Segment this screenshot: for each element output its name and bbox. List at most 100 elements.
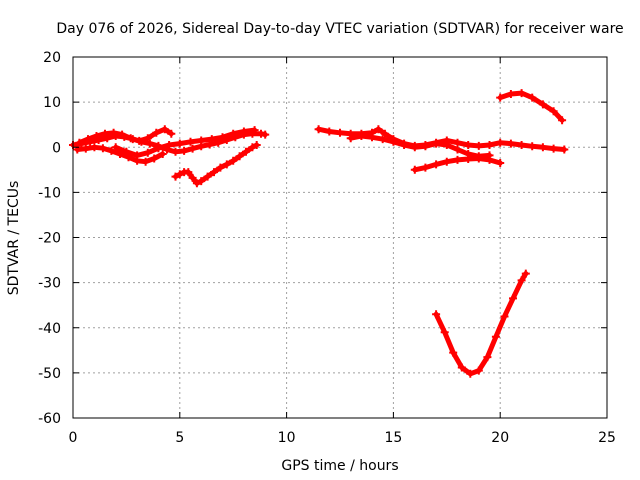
data-point [239, 127, 248, 136]
x-tick-label: 25 [598, 430, 616, 446]
data-point [126, 134, 135, 143]
data-series-group [69, 89, 569, 378]
data-point [496, 159, 505, 167]
data-point [197, 177, 206, 186]
data-point [222, 160, 231, 169]
data-point [216, 163, 225, 172]
axis-ticks: 20 10 0 -10 -20 -30 -40 -50 -60 0 5 10 15 20 25 [38, 50, 616, 446]
data-point [517, 141, 526, 149]
data-point [483, 353, 492, 362]
data-point [432, 160, 441, 169]
data-point [154, 144, 163, 153]
data-point [457, 363, 466, 372]
data-point [242, 147, 250, 156]
data-point [180, 146, 189, 155]
data-point [558, 116, 567, 125]
data-point [210, 168, 218, 177]
data-point [167, 129, 176, 138]
data-point [261, 130, 270, 139]
data-point [474, 154, 483, 163]
data-point [92, 132, 101, 140]
data-point [496, 138, 505, 147]
data-point [509, 294, 517, 303]
data-series-arc-d [111, 126, 259, 160]
data-point [314, 125, 323, 134]
y-tick-label: -20 [38, 231, 61, 247]
data-point [175, 139, 184, 148]
data-point [111, 143, 120, 152]
data-point [84, 135, 92, 144]
data-point [432, 310, 441, 319]
data-point [122, 147, 131, 156]
grid [73, 57, 607, 418]
data-point [549, 107, 558, 116]
data-point [538, 143, 547, 152]
data-point [118, 130, 127, 139]
data-point [440, 328, 449, 337]
data-point [175, 170, 184, 179]
data-point [389, 137, 398, 146]
data-point [165, 141, 174, 149]
data-point [560, 145, 569, 154]
data-point [496, 93, 505, 102]
data-point [184, 168, 193, 177]
series-line [433, 271, 529, 377]
data-point [521, 269, 530, 278]
data-point [235, 152, 244, 161]
data-series-arc-b [75, 125, 176, 147]
data-point [188, 144, 197, 153]
x-axis-label: GPS time / hours [281, 458, 398, 474]
data-point [101, 129, 109, 138]
data-point [421, 142, 430, 151]
data-point [143, 148, 152, 157]
data-point [171, 147, 180, 156]
data-point [453, 145, 462, 154]
data-series-arc-g [346, 132, 494, 161]
data-series-arc-e [171, 141, 261, 188]
data-point [192, 179, 201, 188]
data-point [464, 155, 473, 163]
y-tick-label: -10 [38, 185, 61, 201]
data-point [453, 155, 462, 164]
y-tick-label: 20 [43, 50, 61, 66]
data-point [188, 173, 197, 182]
data-point [368, 133, 376, 142]
data-point [491, 332, 500, 341]
data-point [346, 134, 355, 143]
data-point [186, 137, 195, 146]
data-point [252, 141, 261, 149]
data-series-arc-i [496, 89, 567, 125]
data-point [143, 134, 152, 143]
data-point [81, 144, 90, 153]
x-tick-label: 10 [278, 430, 296, 446]
data-point [248, 143, 257, 152]
data-point [464, 141, 473, 149]
data-point [410, 143, 419, 152]
x-tick-label: 0 [69, 430, 78, 446]
data-point [474, 366, 483, 375]
chart-title: Day 076 of 2026, Sidereal Day-to-day VTE… [56, 21, 623, 37]
data-point [90, 143, 99, 152]
data-point [171, 172, 180, 181]
data-point [506, 139, 515, 148]
data-point [135, 136, 144, 145]
data-point [250, 126, 259, 135]
data-point [107, 146, 116, 155]
data-point [485, 141, 494, 149]
y-tick-label: 0 [52, 140, 61, 156]
data-point [474, 141, 483, 150]
y-axis-label: SDTVAR / TECUs [6, 181, 22, 296]
data-point [410, 165, 419, 174]
data-point [400, 141, 409, 149]
data-series-arc-j [432, 269, 530, 378]
x-tick-label: 5 [175, 430, 184, 446]
y-tick-label: 10 [43, 95, 61, 111]
data-point [197, 136, 206, 145]
x-tick-label: 20 [491, 430, 509, 446]
data-point [325, 127, 334, 136]
data-point [98, 144, 107, 153]
data-point [432, 139, 441, 148]
data-point [378, 135, 387, 144]
data-point [160, 125, 169, 134]
data-point [442, 157, 451, 166]
